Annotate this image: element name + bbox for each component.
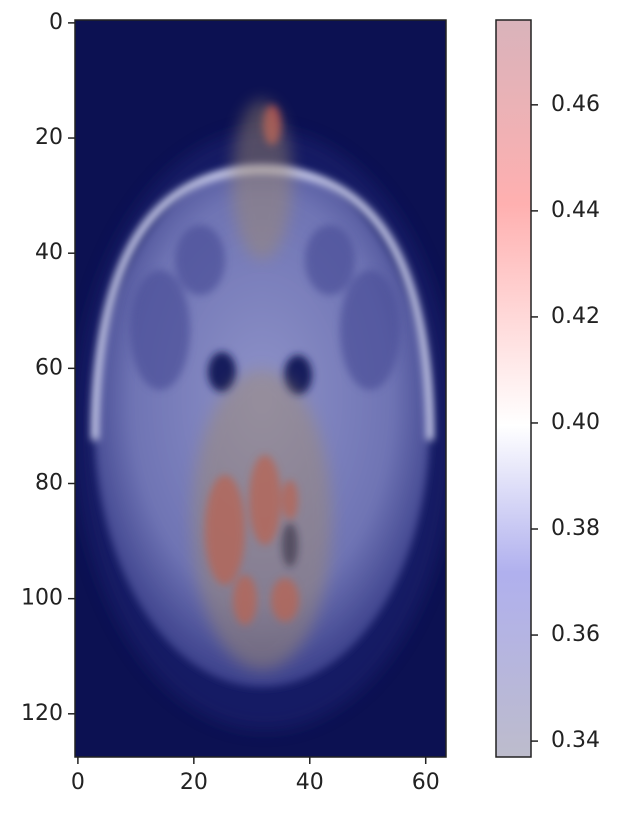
colorbar-tick-label: 0.34 xyxy=(551,728,600,753)
y-tick-label: 120 xyxy=(21,701,63,726)
x-tick-label: 20 xyxy=(180,770,208,795)
y-tick-label: 80 xyxy=(35,471,63,496)
y-tick-label: 0 xyxy=(49,10,63,35)
image xyxy=(75,20,446,757)
colorbar-tick-label: 0.40 xyxy=(551,410,600,435)
y-tick-label: 20 xyxy=(35,125,63,150)
colorbar-tick-label: 0.36 xyxy=(551,622,600,647)
y-tick-label: 40 xyxy=(35,240,63,265)
x-tick-label: 60 xyxy=(412,770,440,795)
colorbar-tick-label: 0.46 xyxy=(551,92,600,117)
y-tick-label: 60 xyxy=(35,355,63,380)
x-tick-label: 40 xyxy=(296,770,324,795)
colorbar xyxy=(495,19,532,758)
axes-frame xyxy=(74,19,447,758)
y-tick-label: 100 xyxy=(21,586,63,611)
colorbar-tick-label: 0.42 xyxy=(551,304,600,329)
colorbar-tick-label: 0.38 xyxy=(551,516,600,541)
colorbar-tick-label: 0.44 xyxy=(551,198,600,223)
x-tick-label: 0 xyxy=(71,770,85,795)
